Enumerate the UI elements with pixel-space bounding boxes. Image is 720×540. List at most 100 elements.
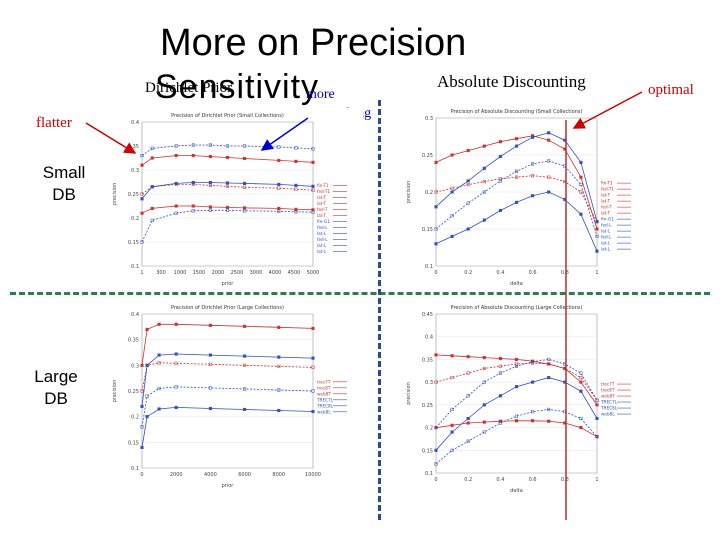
data-point (311, 147, 315, 151)
x-tick-label: 2000 (212, 270, 225, 276)
horizontal-divider (10, 292, 710, 295)
data-point (174, 352, 178, 356)
data-point (595, 220, 599, 224)
data-point (140, 445, 144, 450)
data-point (531, 360, 535, 364)
data-point (498, 356, 502, 361)
legend-entry: web8L (317, 409, 331, 414)
legend-entry: TREC8L (316, 403, 334, 408)
data-point (531, 135, 535, 139)
data-point (450, 186, 454, 190)
data-point (466, 201, 470, 205)
y-tick-label: 0.3 (425, 116, 433, 122)
data-point (579, 371, 583, 375)
data-point (498, 140, 502, 144)
x-tick-label: 0.8 (561, 270, 569, 276)
vertical-divider (378, 100, 381, 520)
legend-entry: fin-G1 (317, 219, 330, 224)
x-tick-label: 4500 (288, 270, 301, 276)
data-point (208, 208, 212, 212)
legend-entry: fed-L (317, 225, 328, 230)
legend-entry: lat-T (601, 193, 610, 198)
y-axis-label: precision (112, 183, 118, 206)
legend-entry: lat-L (317, 243, 327, 248)
data-point (140, 163, 144, 167)
data-point (150, 185, 154, 189)
data-point (311, 365, 315, 369)
data-point (482, 420, 486, 424)
data-point (482, 380, 486, 384)
x-tick-label: 1 (595, 477, 598, 483)
legend-entry: fed-L (601, 223, 612, 228)
y-tick-label: 0.4 (131, 312, 139, 318)
data-point (579, 212, 583, 216)
legend-entry: fin-G1 (601, 217, 614, 222)
legend-entry: web8L (601, 412, 615, 417)
data-point (243, 324, 247, 328)
series-line (141, 184, 314, 195)
data-point (208, 183, 212, 187)
data-point (466, 227, 470, 231)
data-point (174, 154, 178, 158)
data-point (191, 204, 195, 208)
x-tick-label: 300 (156, 270, 166, 276)
data-point (311, 389, 315, 393)
data-point (243, 144, 247, 148)
data-point (145, 415, 149, 419)
data-point (434, 462, 438, 466)
data-point (145, 394, 149, 398)
chart-dirichlet-small: Precision of Dirichlet Prior (Small Coll… (108, 108, 363, 288)
data-point (514, 414, 519, 418)
legend-entry: lat-L (601, 241, 611, 246)
y-tick-label: 0.25 (128, 389, 139, 395)
data-point (150, 156, 154, 160)
data-point (514, 419, 519, 423)
y-tick-label: 0.3 (131, 363, 139, 369)
legend-entry: trec8T (601, 388, 615, 393)
legend-entry: fed-T1 (601, 187, 614, 192)
data-point (243, 181, 247, 185)
series-line (141, 144, 314, 156)
data-point (277, 355, 281, 359)
data-point (243, 387, 247, 391)
data-point (243, 206, 247, 210)
legend-entry: trec7T (601, 382, 615, 387)
data-point (547, 419, 551, 423)
data-point (140, 363, 144, 367)
y-tick-label: 0.15 (128, 440, 139, 446)
flatter-arrow (85, 122, 137, 154)
x-tick-label: 5000 (307, 270, 320, 276)
data-point (547, 159, 551, 163)
y-axis-label: precision (112, 380, 118, 403)
y-axis-label: precision (406, 382, 412, 405)
data-point (311, 160, 315, 164)
y-tick-label: 0.15 (422, 448, 433, 454)
data-point (482, 366, 486, 371)
x-tick-label: 8000 (272, 472, 285, 478)
data-point (450, 234, 454, 238)
series-line (141, 205, 314, 214)
data-point (311, 356, 315, 360)
x-axis-label: prior (222, 281, 235, 287)
data-point (482, 430, 486, 434)
legend-entry: fin-T1 (601, 181, 613, 186)
data-point (208, 353, 212, 357)
data-point (482, 166, 486, 170)
data-point (579, 183, 583, 187)
x-tick-label: 3000 (250, 270, 263, 276)
chart-dirichlet-large: Precision of Dirichlet Prior (Large Coll… (108, 300, 363, 490)
y-tick-label: 0.1 (425, 471, 433, 477)
legend-entry: TREC7L (600, 400, 618, 405)
x-tick-label: 2000 (170, 472, 183, 478)
legend-entry: TREC7L (316, 397, 334, 402)
data-point (311, 188, 315, 192)
data-point (277, 388, 281, 392)
data-point (579, 380, 583, 384)
data-point (140, 404, 144, 408)
y-tick-label: 0.15 (422, 227, 433, 233)
data-point (531, 162, 535, 166)
data-point (294, 183, 298, 187)
data-point (547, 376, 551, 380)
legend-entry: lat-T (601, 199, 610, 204)
data-point (311, 326, 315, 330)
